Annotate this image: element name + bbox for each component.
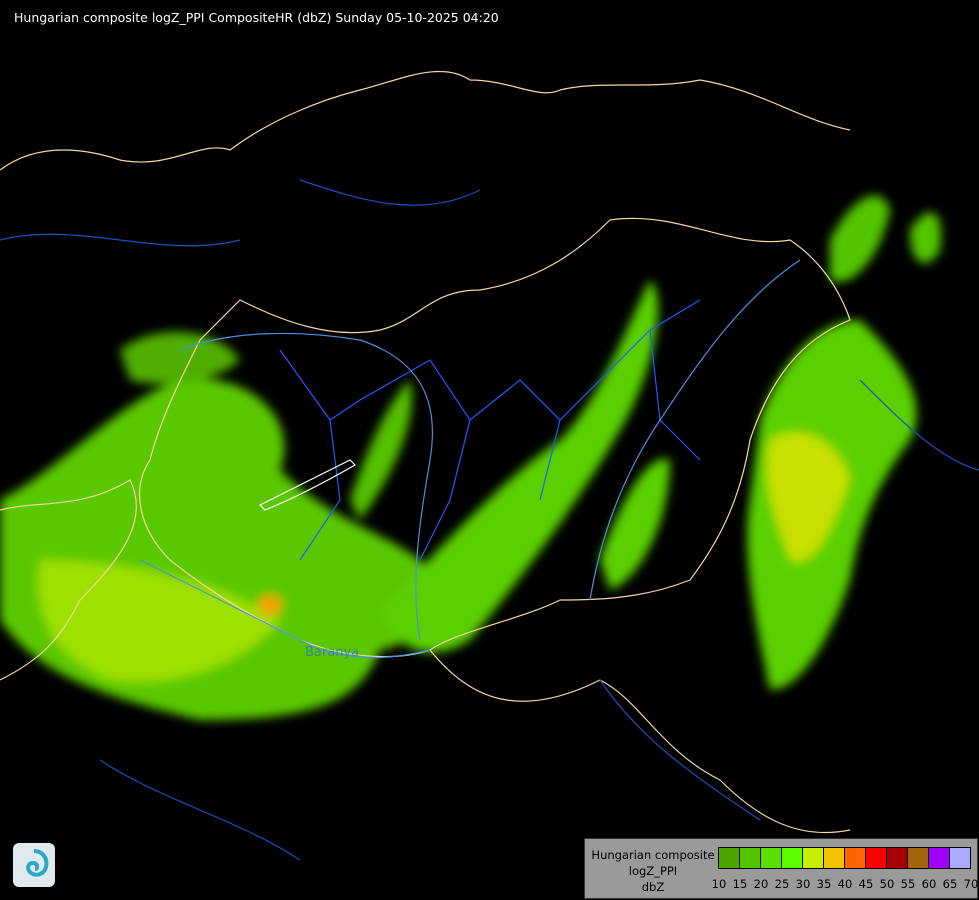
legend-swatch [845,848,866,868]
legend-ticks: 10 15 20 25 30 35 40 45 50 55 60 65 70 [709,877,979,891]
legend-tick-label: 65 [942,877,958,891]
map-title: Hungarian composite logZ_PPI CompositeHR… [14,10,499,25]
legend-tick-label: 50 [879,877,895,891]
legend-tick-label: 40 [837,877,853,891]
legend-tick-label: 45 [858,877,874,891]
color-legend: Hungarian composite logZ_PPI dbZ 10 15 20 2… [584,838,978,899]
legend-swatch [824,848,845,868]
legend-swatch [782,848,803,868]
county-borders [279,299,701,561]
legend-label: Hungarian composite logZ_PPI dbZ [585,847,721,895]
legend-tick-label: 25 [774,877,790,891]
legend-tick-label: 55 [900,877,916,891]
country-border-west [0,479,137,681]
legend-swatch [719,848,740,868]
legend-swatch [740,848,761,868]
legend-swatch [929,848,950,868]
country-border-south [429,649,851,834]
legend-swatch [908,848,929,868]
radar-echoes [0,195,941,720]
borders [0,70,979,861]
legend-tick-label: 20 [753,877,769,891]
legend-swatch [761,848,782,868]
region-label-baranya: Baranya [305,645,360,660]
legend-swatch [950,848,970,868]
country-border-north [0,70,851,171]
river-drava [139,559,431,659]
river-danube [179,332,434,641]
legend-swatch [866,848,887,868]
legend-line: logZ_PPI [628,864,678,878]
weather-service-logo-icon [13,843,55,887]
legend-line: Hungarian composite [591,848,715,862]
legend-swatch [887,848,908,868]
legend-tick-label: 30 [795,877,811,891]
river-tisza [589,259,801,601]
legend-color-bar [718,847,971,869]
legend-tick-label: 60 [921,877,937,891]
legend-swatch [803,848,824,868]
legend-tick-label: 10 [711,877,727,891]
country-border-hungary [139,217,851,658]
rivers-outside [0,179,979,861]
legend-tick-label: 70 [963,877,979,891]
legend-line: dbZ [641,880,665,894]
legend-tick-label: 35 [816,877,832,891]
legend-tick-label: 15 [732,877,748,891]
lake-balaton [258,459,356,511]
